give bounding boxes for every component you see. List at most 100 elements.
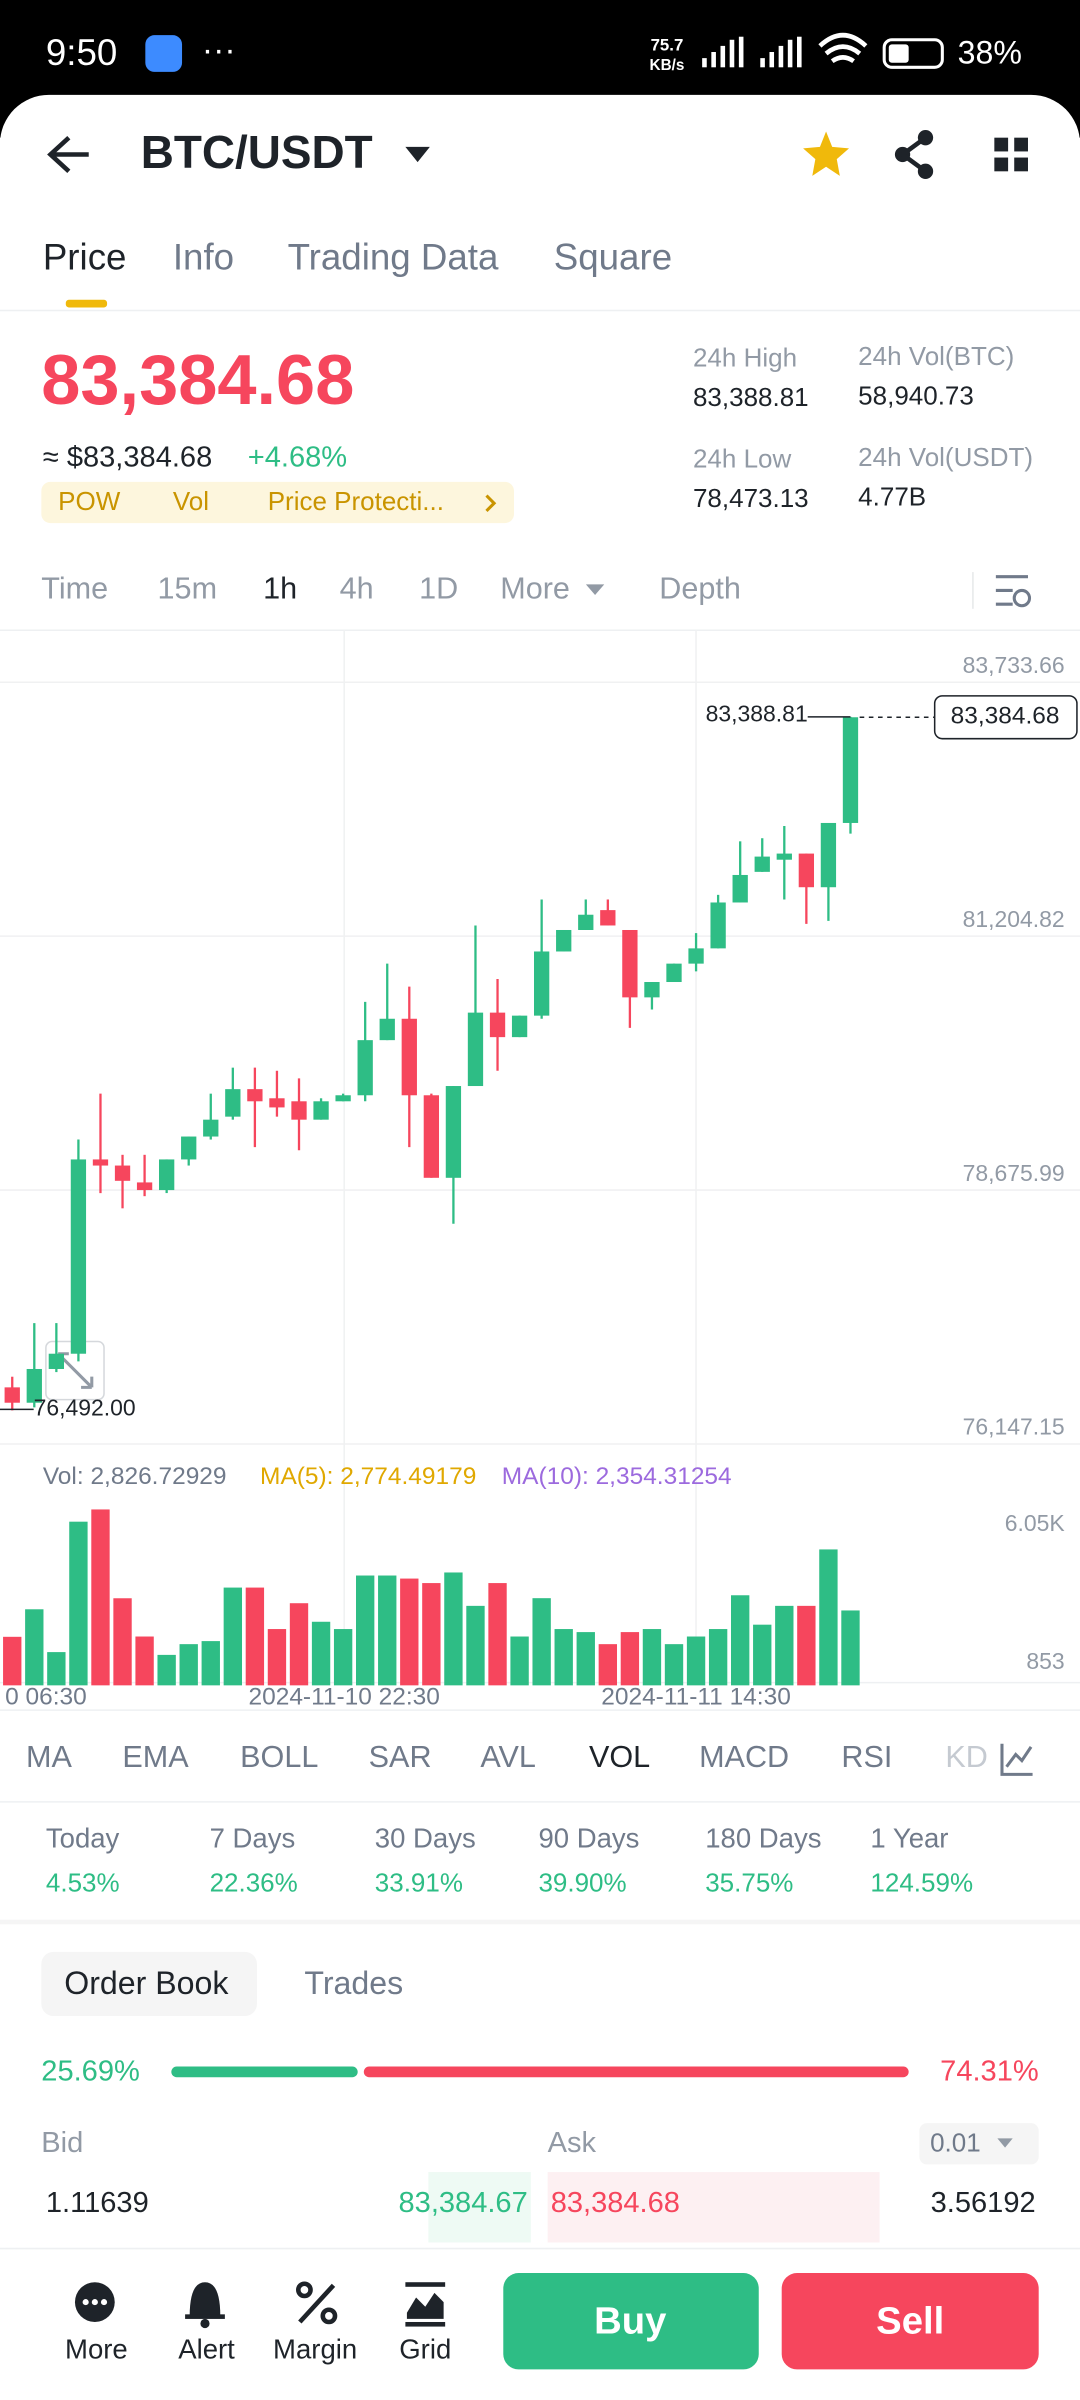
tab[interactable]: Info	[173, 237, 234, 278]
buy-label[interactable]: Buy	[594, 2300, 667, 2343]
status-time: 9:50	[46, 32, 117, 73]
interval[interactable]: 15m	[158, 572, 217, 606]
favorite-star[interactable]	[803, 131, 850, 176]
candle-body	[842, 717, 859, 823]
candle-body	[4, 1387, 20, 1403]
volume-bar	[245, 1587, 265, 1686]
share-icon[interactable]	[894, 130, 934, 179]
tag: Price Protecti...	[268, 486, 444, 516]
volume-bar	[47, 1652, 66, 1686]
chart-settings-icon[interactable]	[995, 575, 1032, 608]
sell-button[interactable]	[781, 2273, 1039, 2370]
y-tick-label: 83,733.66	[963, 652, 1065, 678]
nav-label[interactable]: More	[65, 2333, 128, 2364]
bid-price: 83,384.67	[399, 2187, 528, 2219]
candle-body	[622, 929, 638, 998]
volume-bar	[841, 1610, 860, 1686]
app-icon	[145, 35, 183, 72]
low-marker-label: 76,492.00	[34, 1394, 136, 1420]
candle-body	[203, 1119, 219, 1137]
precision: 0.01	[930, 2127, 981, 2157]
candle-body	[379, 1018, 395, 1041]
candle-body	[644, 982, 660, 998]
back-arrow[interactable]	[47, 135, 89, 174]
candle-body	[269, 1098, 285, 1108]
y-tick-label: 76,147.15	[963, 1414, 1065, 1440]
volume-bar	[356, 1575, 375, 1686]
sell-label[interactable]: Sell	[876, 2300, 944, 2343]
ask-ratio-bar	[363, 2066, 909, 2078]
ask-qty: 3.56192	[931, 2187, 1036, 2219]
indicator-tab[interactable]: AVL	[480, 1740, 536, 1774]
interval[interactable]: 4h	[340, 572, 374, 606]
nav-label[interactable]: Alert	[178, 2333, 235, 2364]
candle-body	[423, 1095, 440, 1178]
tab[interactable]: Order Book	[64, 1965, 229, 2001]
interval[interactable]: More	[500, 572, 570, 606]
tab[interactable]: Price	[43, 237, 127, 278]
candle-body	[489, 1012, 506, 1038]
margin-icon[interactable]	[296, 2281, 338, 2325]
menu-icon[interactable]	[994, 137, 1028, 172]
indicator-tab[interactable]: BOLL	[240, 1740, 318, 1774]
candle-body	[225, 1089, 241, 1117]
more-icon[interactable]	[74, 2282, 115, 2322]
nav-label[interactable]: Grid	[399, 2333, 451, 2364]
alert-icon[interactable]	[185, 2282, 225, 2329]
precision-caret	[997, 2138, 1013, 2148]
tab[interactable]: Trading Data	[288, 237, 499, 278]
indicator-settings-icon[interactable]	[1000, 1743, 1033, 1776]
period-value: 39.90%	[538, 1867, 626, 1897]
volume-bar	[69, 1521, 88, 1686]
candle-body	[578, 914, 594, 930]
dots: ···	[202, 32, 236, 69]
candle-body	[556, 929, 572, 952]
precision-select[interactable]	[919, 2123, 1039, 2165]
volume-tick-label: 6.05K	[1005, 1510, 1066, 1536]
candle-body	[401, 1018, 417, 1096]
stat-value: 83,388.81	[693, 382, 809, 412]
order-book-tab[interactable]	[41, 1951, 257, 2017]
pair-caret[interactable]	[405, 146, 430, 163]
candle-body	[335, 1095, 351, 1102]
tag-bar[interactable]	[41, 481, 514, 524]
indicator-tab[interactable]: MACD	[699, 1740, 789, 1774]
interval[interactable]: 1h	[263, 572, 297, 606]
volume-bar	[422, 1583, 441, 1686]
y-tick-label: 81,204.82	[963, 906, 1065, 932]
ask-header: Ask	[548, 2127, 597, 2159]
period-label: 7 Days	[210, 1822, 296, 1853]
interval[interactable]: Time	[41, 572, 108, 606]
volume-bar	[775, 1605, 794, 1686]
candle-body	[732, 874, 748, 903]
tab[interactable]: Square	[554, 237, 672, 278]
volume-bar	[510, 1636, 529, 1686]
nav-label[interactable]: Margin	[273, 2333, 357, 2364]
bid-ratio: 25.69%	[41, 2055, 140, 2087]
candle-body	[754, 856, 770, 872]
indicator-tab[interactable]: RSI	[841, 1740, 892, 1774]
indicator-tab[interactable]: SAR	[369, 1740, 432, 1774]
candle-body	[181, 1136, 197, 1160]
tab-indicator	[65, 299, 108, 308]
indicator-tab[interactable]: MA	[26, 1740, 72, 1774]
ma5-label: MA(5): 2,774.49179	[260, 1463, 476, 1490]
pair-title[interactable]: BTC/USDT	[141, 126, 373, 178]
buy-button[interactable]	[503, 2273, 759, 2370]
volume-bar	[157, 1654, 176, 1686]
period-label: 30 Days	[375, 1822, 476, 1853]
indicator-tab[interactable]: VOL	[589, 1740, 650, 1774]
grid-icon[interactable]	[405, 2282, 446, 2327]
stat-label: 24h Vol(USDT)	[858, 442, 1033, 472]
volume-bar	[819, 1549, 838, 1686]
volume-bar	[664, 1644, 684, 1686]
candle-body	[136, 1182, 153, 1191]
tab[interactable]: Trades	[304, 1965, 403, 2001]
interval[interactable]: Depth	[659, 572, 741, 606]
volume-label: Vol: 2,826.72929	[43, 1463, 227, 1490]
indicator-tab[interactable]: KD	[945, 1740, 987, 1774]
interval[interactable]: 1D	[419, 572, 458, 606]
indicator-tab[interactable]: EMA	[122, 1740, 189, 1774]
